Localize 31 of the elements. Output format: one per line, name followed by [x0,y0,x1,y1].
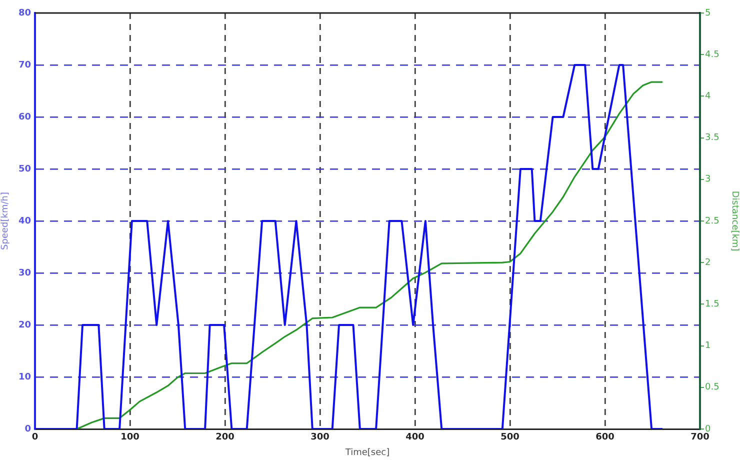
y-axis-title: Speed[km/h] [0,192,11,250]
x-tick-label: 300 [310,432,330,443]
y2-tick-label: 4 [705,92,711,102]
y-tick-label: 20 [18,320,31,330]
y-tick-label: 40 [18,216,31,226]
x-tick-label: 100 [120,432,140,443]
x-tick-label: 700 [690,432,710,443]
x-tick-label: 200 [216,432,234,443]
y2-tick-label: 0 [705,424,711,434]
y-tick-label: 80 [18,8,31,18]
y-tick-label: 60 [18,112,31,122]
x-tick-label: 0 [32,432,38,443]
y2-tick-label: 1.5 [705,300,720,310]
x-tick-label: 500 [500,432,520,443]
y2-tick-label: 4.5 [705,50,720,60]
x-tick-label: 400 [406,432,424,443]
y-tick-label: 50 [18,164,31,174]
y-tick-label: 0 [24,424,31,434]
y2-axis-title: Distance[km] [729,190,740,252]
y2-tick-label: 2.5 [705,216,720,226]
y2-tick-label: 1 [705,341,711,352]
y-tick-label: 70 [18,60,31,70]
x-tick-label: 600 [596,432,614,443]
y-tick-label: 10 [18,372,31,382]
y-tick-label: 30 [18,268,31,278]
x-axis-title: Time[sec] [344,448,390,458]
y2-tick-label: 2 [705,258,711,268]
y2-tick-label: 5 [705,8,711,18]
y2-tick-label: 0.5 [705,382,720,393]
y2-tick-label: 3.5 [705,133,720,144]
y2-tick-label: 3 [705,174,711,185]
